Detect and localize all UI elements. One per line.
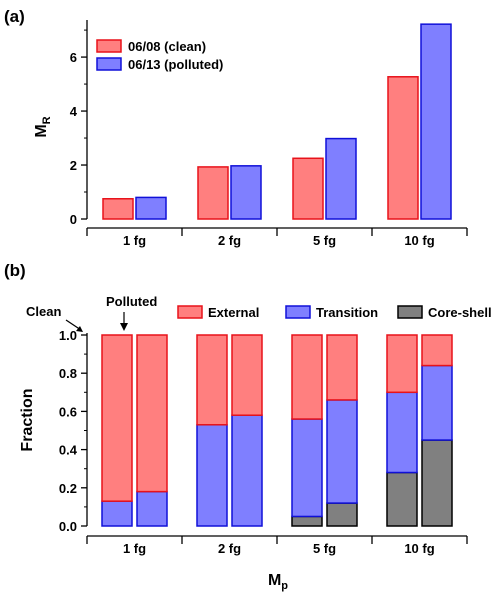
panel-b-ytick-label: 0.8 bbox=[59, 366, 77, 381]
legend-swatch-clean bbox=[96, 39, 122, 53]
bar-06-13-polluted-5-fg bbox=[325, 137, 357, 220]
bar-06-13-polluted-1-fg bbox=[135, 196, 167, 220]
panel-a: (a) MR 06/08 (clean) 06/13 (polluted) 1 … bbox=[4, 7, 468, 248]
bar-polluted-external-2-fg bbox=[231, 334, 263, 416]
bar-clean-transition-2-fg bbox=[196, 424, 228, 527]
panel-b-xlabel-sub: p bbox=[281, 580, 288, 592]
legend-label-transition: Transition bbox=[316, 305, 378, 320]
legend-label-polluted: 06/13 (polluted) bbox=[128, 57, 223, 72]
panel-a-ytick-label: 2 bbox=[70, 158, 77, 173]
bar-clean-core-shell-5-fg bbox=[291, 515, 323, 527]
bar-polluted-transition-10-fg bbox=[421, 364, 453, 441]
panel-a-ylabel-main: M bbox=[33, 124, 50, 137]
annotation-clean-arrowhead bbox=[76, 326, 83, 332]
bar-clean-external-2-fg bbox=[196, 334, 228, 426]
legend-swatch-transition bbox=[285, 305, 311, 319]
panel-a-legend: 06/08 (clean) 06/13 (polluted) bbox=[96, 39, 223, 72]
panel-b-xtick-label: 5 fg bbox=[313, 541, 336, 556]
panel-b-legend: External Transition Core-shell bbox=[177, 305, 492, 320]
bar-polluted-transition-2-fg bbox=[231, 414, 263, 527]
bar-06-08-clean-2-fg bbox=[197, 166, 229, 220]
panel-b: (b) Fraction Mp Clean Polluted External … bbox=[4, 261, 492, 592]
bar-polluted-core-shell-10-fg bbox=[421, 439, 453, 527]
panel-a-xtick-label: 5 fg bbox=[313, 233, 336, 248]
legend-label-clean: 06/08 (clean) bbox=[128, 39, 206, 54]
panel-a-label: (a) bbox=[4, 7, 25, 26]
bar-polluted-core-shell-5-fg bbox=[326, 502, 358, 527]
panel-a-xtick-label: 1 fg bbox=[123, 233, 146, 248]
bar-clean-transition-5-fg bbox=[291, 418, 323, 518]
bar-clean-external-5-fg bbox=[291, 334, 323, 420]
bar-polluted-external-1-fg bbox=[136, 334, 168, 493]
annotation-clean: Clean bbox=[26, 304, 61, 319]
panel-b-xtick-label: 2 fg bbox=[218, 541, 241, 556]
panel-a-ytick-label: 6 bbox=[70, 50, 77, 65]
panel-a-xtick-label: 2 fg bbox=[218, 233, 241, 248]
bar-polluted-external-5-fg bbox=[326, 334, 358, 401]
bar-06-08-clean-5-fg bbox=[292, 157, 324, 220]
panel-b-xlabel: Mp bbox=[268, 572, 288, 592]
panel-b-ytick-label: 0.4 bbox=[59, 443, 78, 458]
panel-b-ylabel: Fraction bbox=[19, 388, 36, 451]
legend-label-core-shell: Core-shell bbox=[428, 305, 492, 320]
panel-b-xtick-label: 1 fg bbox=[123, 541, 146, 556]
panel-b-ytick-label: 1.0 bbox=[59, 328, 77, 343]
bar-clean-external-10-fg bbox=[386, 334, 418, 394]
bar-clean-core-shell-10-fg bbox=[386, 471, 418, 527]
bar-polluted-transition-5-fg bbox=[326, 399, 358, 504]
bar-polluted-transition-1-fg bbox=[136, 490, 168, 527]
bar-06-13-polluted-10-fg bbox=[420, 23, 452, 220]
panel-b-label: (b) bbox=[4, 261, 26, 280]
legend-swatch-external bbox=[177, 305, 203, 319]
panel-a-ylabel: MR bbox=[33, 116, 53, 137]
legend-swatch-polluted bbox=[96, 57, 122, 71]
bar-06-13-polluted-2-fg bbox=[230, 165, 262, 220]
panel-b-ytick-label: 0.0 bbox=[59, 519, 77, 534]
panel-b-ytick-label: 0.2 bbox=[59, 481, 77, 496]
panel-a-ytick-label: 4 bbox=[70, 104, 78, 119]
panel-a-xtick-label: 10 fg bbox=[404, 233, 434, 248]
annotation-polluted: Polluted bbox=[106, 294, 157, 309]
panel-b-xtick-label: 10 fg bbox=[404, 541, 434, 556]
bar-clean-external-1-fg bbox=[101, 334, 133, 502]
panel-b-ytick-label: 0.6 bbox=[59, 404, 77, 419]
bar-clean-transition-1-fg bbox=[101, 500, 133, 527]
panel-a-ylabel-sub: R bbox=[41, 116, 53, 124]
legend-label-external: External bbox=[208, 305, 259, 320]
bar-polluted-external-10-fg bbox=[421, 334, 453, 367]
bar-clean-transition-10-fg bbox=[386, 391, 418, 474]
annotation-polluted-arrowhead bbox=[120, 323, 128, 331]
panel-b-xlabel-main: M bbox=[268, 572, 281, 589]
bar-06-08-clean-10-fg bbox=[387, 76, 419, 220]
legend-swatch-core-shell bbox=[397, 305, 423, 319]
bar-06-08-clean-1-fg bbox=[102, 198, 134, 220]
panel-a-ytick-label: 0 bbox=[70, 212, 77, 227]
